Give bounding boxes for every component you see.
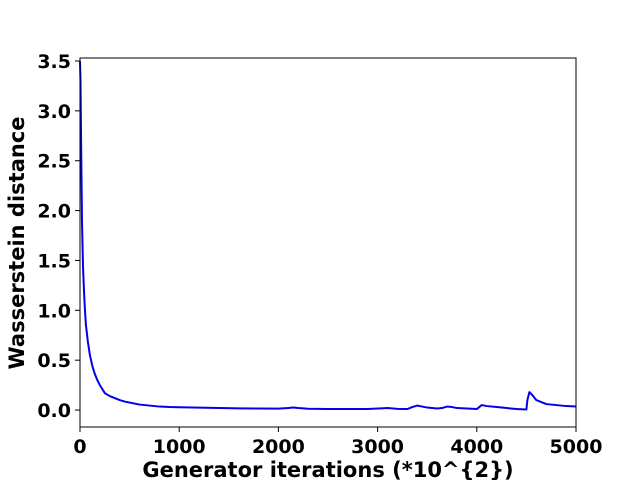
y-axis-label: Wasserstein distance bbox=[5, 116, 29, 369]
y-tick-label: 1.0 bbox=[37, 300, 71, 322]
series-line bbox=[79, 60, 577, 411]
y-tick-label: 1.5 bbox=[37, 250, 71, 272]
x-axis-label: Generator iterations (*10^{2}) bbox=[142, 458, 513, 480]
y-tick-label: 3.5 bbox=[37, 51, 71, 73]
x-tick-label: 0 bbox=[73, 436, 86, 458]
x-tick-label: 5000 bbox=[550, 436, 603, 458]
y-tick-label: 0.5 bbox=[37, 350, 71, 372]
plot-frame bbox=[79, 57, 577, 428]
y-tick-label: 0.0 bbox=[37, 400, 71, 422]
y-tick-label: 2.0 bbox=[37, 201, 71, 223]
x-tick-label: 4000 bbox=[450, 436, 503, 458]
x-tick-label: 3000 bbox=[351, 436, 404, 458]
x-axis: 0 1000 2000 3000 4000 5000 bbox=[73, 427, 602, 458]
x-tick-label: 2000 bbox=[252, 436, 305, 458]
series-layer bbox=[79, 60, 577, 411]
plot-area bbox=[80, 58, 576, 427]
y-axis: 0.0 0.5 1.0 1.5 2.0 2.5 3.0 3.5 bbox=[37, 51, 80, 422]
y-tick-label: 2.5 bbox=[37, 151, 71, 173]
y-tick-label: 3.0 bbox=[37, 101, 71, 123]
x-tick-label: 1000 bbox=[153, 436, 206, 458]
